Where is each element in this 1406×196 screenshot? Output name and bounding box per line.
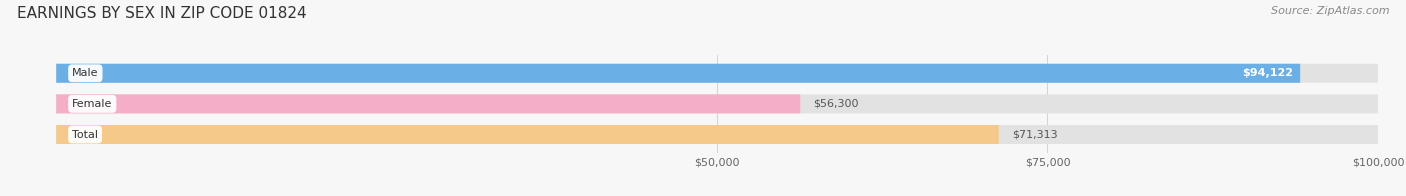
Text: $56,300: $56,300 (814, 99, 859, 109)
FancyBboxPatch shape (56, 94, 800, 113)
FancyBboxPatch shape (56, 64, 1301, 83)
Text: $71,313: $71,313 (1012, 130, 1057, 140)
Text: $94,122: $94,122 (1243, 68, 1294, 78)
FancyBboxPatch shape (56, 64, 1378, 83)
Text: Source: ZipAtlas.com: Source: ZipAtlas.com (1271, 6, 1389, 16)
FancyBboxPatch shape (56, 125, 1378, 144)
FancyBboxPatch shape (56, 125, 998, 144)
Text: Female: Female (72, 99, 112, 109)
Text: Total: Total (72, 130, 98, 140)
Text: EARNINGS BY SEX IN ZIP CODE 01824: EARNINGS BY SEX IN ZIP CODE 01824 (17, 6, 307, 21)
Text: Male: Male (72, 68, 98, 78)
FancyBboxPatch shape (56, 94, 1378, 113)
